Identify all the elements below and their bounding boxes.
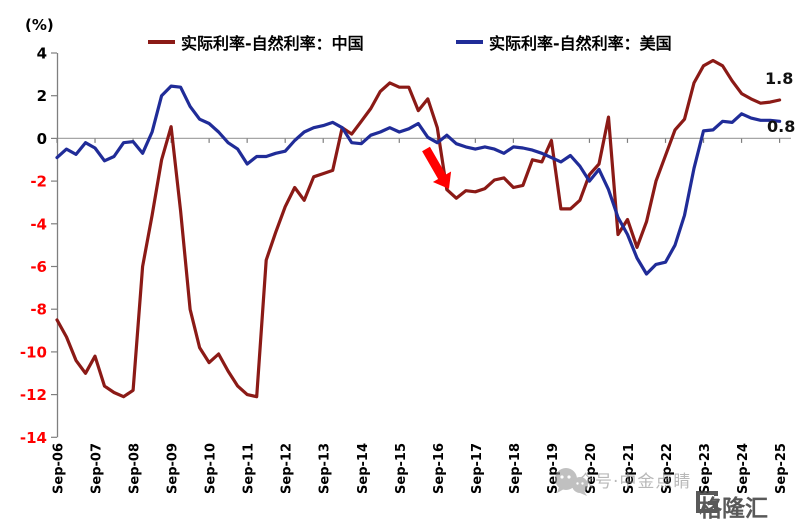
y-tick-label: -4 xyxy=(30,215,47,233)
legend-label-china: 实际利率-自然利率：中国 xyxy=(181,34,364,53)
x-tick-label: Sep-11 xyxy=(242,443,257,494)
drop-arrow-annotation xyxy=(422,146,452,189)
china-line xyxy=(55,58,782,399)
x-tick-label: Sep-06 xyxy=(52,443,67,494)
us-line xyxy=(55,84,782,276)
x-tick-label: Sep-10 xyxy=(204,443,219,494)
legend-label-us: 实际利率-自然利率：美国 xyxy=(489,34,672,53)
gelonghui-icon xyxy=(696,491,718,513)
x-tick-label: Sep-23 xyxy=(698,443,713,494)
y-tick-label: -12 xyxy=(20,386,47,404)
wechat-watermark: 公众号·中金点睛 xyxy=(553,467,692,496)
x-tick-label: Sep-16 xyxy=(432,443,447,494)
wechat-watermark-text: 公众号·中金点睛 xyxy=(559,472,692,492)
y-tick-label: -14 xyxy=(20,429,47,447)
x-tick-label: Sep-25 xyxy=(774,443,789,494)
x-tick-label: Sep-14 xyxy=(356,443,371,494)
gelonghui-logo: 格隆汇 xyxy=(694,489,768,523)
y-tick-label: -2 xyxy=(30,173,47,191)
x-tick-label: Sep-08 xyxy=(128,443,143,494)
x-tick-label: Sep-20 xyxy=(584,443,599,494)
x-tick-label: Sep-09 xyxy=(166,443,181,494)
x-tick-label: Sep-12 xyxy=(280,443,295,494)
legend-swatch-us xyxy=(456,40,483,44)
legend-item-china: 实际利率-自然利率：中国 xyxy=(148,31,364,53)
x-tick-label: Sep-13 xyxy=(318,443,333,494)
y-tick-label: -8 xyxy=(30,301,47,319)
x-tick-label: Sep-21 xyxy=(622,443,637,494)
y-tick-label: 0 xyxy=(37,130,47,148)
y-axis-unit-label: (%) xyxy=(25,16,54,34)
legend-item-us: 实际利率-自然利率：美国 xyxy=(456,31,672,53)
y-tick-label: 2 xyxy=(37,87,47,105)
y-tick-label: -10 xyxy=(20,343,47,361)
x-tick-label: Sep-22 xyxy=(660,443,675,494)
x-tick-label: Sep-18 xyxy=(508,443,523,494)
x-tick-label: Sep-15 xyxy=(394,443,409,494)
china-series-end-value: 1.8 xyxy=(765,69,794,88)
y-tick-label: -6 xyxy=(30,258,47,276)
x-tick-label: Sep-07 xyxy=(90,443,105,494)
x-tick-label: Sep-24 xyxy=(736,443,751,494)
legend-swatch-china xyxy=(148,40,175,44)
x-tick-label: Sep-17 xyxy=(470,443,485,494)
legend: 实际利率-自然利率：中国 实际利率-自然利率：美国 xyxy=(0,31,811,55)
us-series-end-value: 0.8 xyxy=(767,117,796,136)
wechat-icon xyxy=(555,468,588,496)
y-tick-label: 4 xyxy=(37,45,47,63)
